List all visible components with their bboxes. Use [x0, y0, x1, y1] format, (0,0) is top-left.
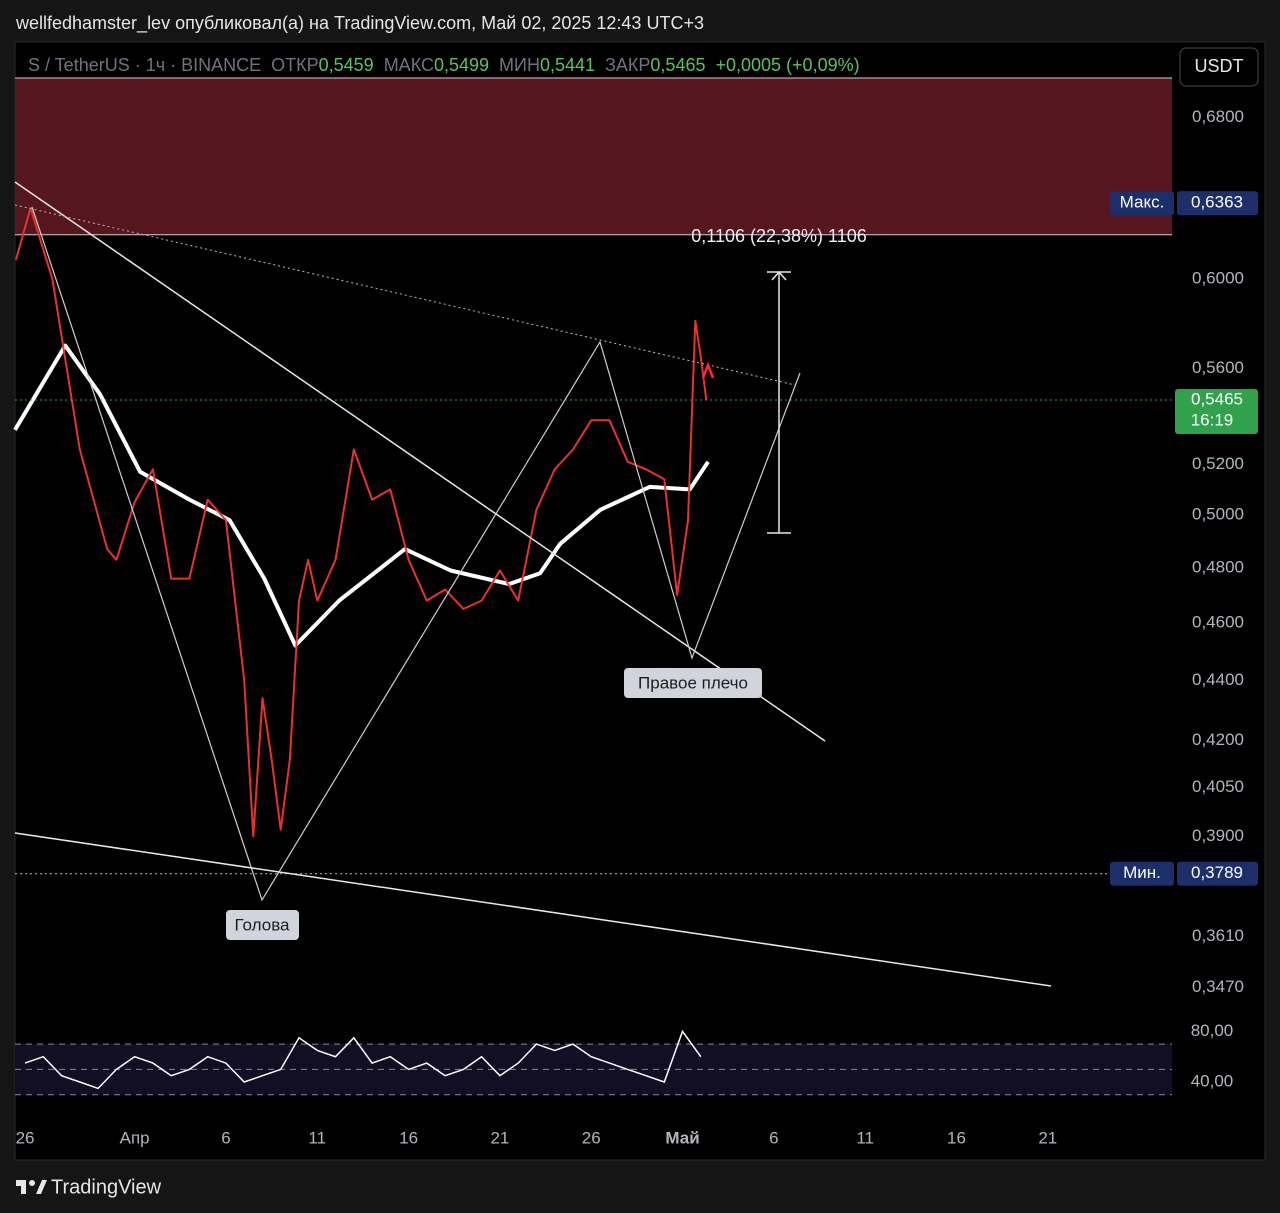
- y-tick-label: 0,5000: [1192, 504, 1244, 523]
- marker-title-box: [1110, 191, 1174, 216]
- attribution: wellfedhamster_lev опубликовал(а) на Tra…: [15, 13, 704, 34]
- symbol: S / TetherUS · 1ч · BINANCE: [28, 55, 261, 75]
- annotation: Правое плечо: [638, 673, 748, 692]
- y-tick-label: 0,4800: [1192, 557, 1244, 576]
- y-tick-label: 0,3900: [1192, 826, 1244, 845]
- drawings: [14, 181, 1052, 987]
- price-label-box: [1175, 389, 1258, 435]
- y-tick-label: 0,6800: [1192, 107, 1244, 126]
- oscillator-line: [24, 1029, 702, 1090]
- x-tick-label: 16: [947, 1128, 966, 1147]
- red-arrow: [701, 361, 715, 379]
- ohlc-label: ОТКР: [271, 55, 319, 75]
- ohlc-value: 0,5465: [650, 55, 705, 75]
- annotation-box: [624, 668, 762, 698]
- measure-label: 0,1106 (22,38%) 1106: [691, 226, 866, 246]
- x-tick-label: 21: [490, 1128, 509, 1147]
- marker-value: 0,3789: [1191, 863, 1243, 882]
- y-tick-label: 0,5200: [1192, 454, 1244, 473]
- logo-part: [21, 1180, 26, 1194]
- x-tick-label: Май: [665, 1128, 699, 1147]
- y-tick-label: 0,4050: [1192, 777, 1244, 796]
- trendline: [14, 181, 826, 742]
- ohlc-value: 0,5459: [319, 55, 374, 75]
- ohlc-label: МИН: [499, 55, 540, 75]
- currency-button[interactable]: [1179, 47, 1259, 87]
- y-tick-label: 0,4400: [1192, 670, 1244, 689]
- marker-title: Мин.: [1123, 863, 1161, 882]
- x-tick-label: 6: [769, 1128, 778, 1147]
- oscillator-tick-label: 80,00: [1191, 1021, 1234, 1040]
- y-tick-label: 0,5600: [1192, 358, 1244, 377]
- x-tick-label: 11: [308, 1128, 326, 1147]
- ohlc-change: +0,0005 (+0,09%): [715, 55, 859, 75]
- annotation: Голова: [234, 915, 290, 934]
- ohlc-value: 0,5499: [434, 55, 489, 75]
- pattern-line: [31, 206, 801, 902]
- marker-value-box: [1177, 861, 1258, 886]
- trendline: [14, 832, 1052, 987]
- annotation-box: [226, 910, 299, 940]
- y-tick-label: 0,3610: [1192, 926, 1244, 945]
- x-tick-label: 21: [1038, 1128, 1057, 1147]
- y-tick-label: 0,4200: [1192, 730, 1244, 749]
- moving-average: [13, 343, 710, 648]
- logo-part: [29, 1180, 35, 1186]
- footer-logo: [16, 1180, 47, 1194]
- resistance-zone: [15, 78, 1172, 235]
- x-tick-label: 6: [221, 1128, 230, 1147]
- footer-brand: TradingView: [51, 1176, 162, 1198]
- countdown: 16:19: [1191, 410, 1234, 429]
- legend: S / TetherUS · 1ч · BINANCE ОТКР0,5459 МАК…: [28, 55, 860, 75]
- measure-arrow: [771, 270, 787, 281]
- dotted-trendline: [14, 204, 796, 386]
- marker-title-box: [1110, 861, 1174, 886]
- y-tick-label: 0,4600: [1192, 612, 1244, 631]
- logo-part: [36, 1180, 47, 1194]
- ohlc-value: 0,5441: [540, 55, 595, 75]
- price-line: [14, 206, 708, 838]
- currency[interactable]: USDT: [1195, 56, 1244, 76]
- y-tick-label: 0,3470: [1192, 977, 1244, 996]
- marker-title: Макс.: [1120, 193, 1165, 212]
- ohlc-label: МАКС: [384, 55, 434, 75]
- oscillator-tick-label: 40,00: [1191, 1072, 1234, 1091]
- plot-layer: 0,6800 0,6000 0,5600 0,5200 0,5000 0,4800 0,46…: [13, 77, 1258, 1147]
- ohlc-label: ЗАКР: [605, 55, 650, 75]
- x-tick-label: 26: [582, 1128, 601, 1147]
- x-tick-label: 11: [856, 1128, 874, 1147]
- y-tick-label: 0,6000: [1192, 269, 1244, 288]
- marker-value-box: [1177, 191, 1258, 216]
- marker-value: 0,6363: [1191, 193, 1243, 212]
- x-tick-label: 16: [399, 1128, 418, 1147]
- x-tick-label: Апр: [120, 1128, 150, 1147]
- price-label: 0,5465: [1191, 389, 1243, 408]
- x-tick-label: 26: [16, 1128, 35, 1147]
